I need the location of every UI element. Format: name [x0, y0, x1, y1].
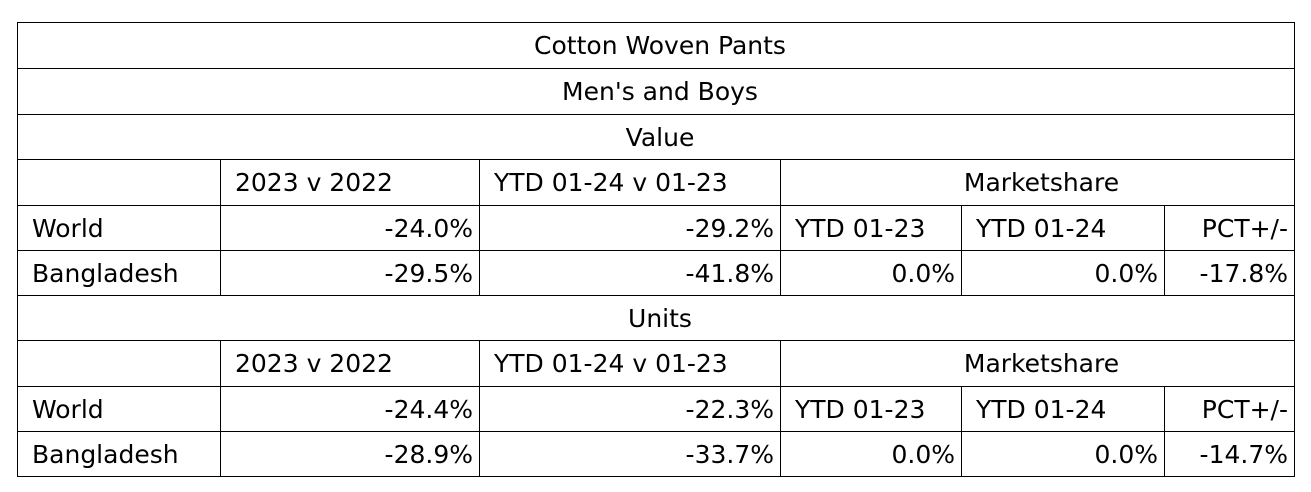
- table-row: World -24.4% -22.3% YTD 01-23 YTD 01-24 …: [17, 386, 1295, 432]
- cell-2023-v-2022: -28.9%: [220, 431, 480, 477]
- cell-marketshare-ytd-01-24: YTD 01-24: [961, 386, 1165, 432]
- cell-ytd-comparison: -29.2%: [479, 205, 781, 251]
- header-row: 2023 v 2022 YTD 01-24 v 01-23 Marketshar…: [17, 340, 1295, 387]
- cell-ytd-comparison: -22.3%: [479, 386, 781, 432]
- section-row-value: Value: [17, 114, 1295, 160]
- cell-marketshare-pct: PCT+/-: [1164, 205, 1295, 251]
- header-ytd-comparison: YTD 01-24 v 01-23: [479, 340, 781, 387]
- header-2023-v-2022: 2023 v 2022: [220, 159, 480, 206]
- cell-marketshare-ytd-01-24: YTD 01-24: [961, 205, 1165, 251]
- subtitle-row: Men's and Boys: [17, 68, 1295, 115]
- section-row-units: Units: [17, 295, 1295, 341]
- cell-2023-v-2022: -24.4%: [220, 386, 480, 432]
- cell-2023-v-2022: -29.5%: [220, 250, 480, 296]
- table-row: Bangladesh -29.5% -41.8% 0.0% 0.0% -17.8…: [17, 250, 1295, 296]
- header-2023-v-2022: 2023 v 2022: [220, 340, 480, 387]
- table-row: Bangladesh -28.9% -33.7% 0.0% 0.0% -14.7…: [17, 431, 1295, 477]
- row-label: Bangladesh: [17, 250, 221, 296]
- cell-marketshare-ytd-01-23: 0.0%: [780, 431, 962, 477]
- row-label: World: [17, 205, 221, 251]
- cell-marketshare-ytd-01-24: 0.0%: [961, 431, 1165, 477]
- cell-marketshare-ytd-01-24: 0.0%: [961, 250, 1165, 296]
- cell-marketshare-pct: PCT+/-: [1164, 386, 1295, 432]
- header-marketshare: Marketshare: [780, 159, 1295, 206]
- header-marketshare: Marketshare: [780, 340, 1295, 387]
- header-ytd-comparison: YTD 01-24 v 01-23: [479, 159, 781, 206]
- row-label: Bangladesh: [17, 431, 221, 477]
- cell-ytd-comparison: -41.8%: [479, 250, 781, 296]
- cell-marketshare-ytd-01-23: YTD 01-23: [780, 386, 962, 432]
- title-row: Cotton Woven Pants: [17, 22, 1295, 69]
- cell-marketshare-ytd-01-23: YTD 01-23: [780, 205, 962, 251]
- data-table: Cotton Woven Pants Men's and Boys Value …: [17, 22, 1295, 477]
- table-title: Cotton Woven Pants: [17, 22, 1295, 69]
- section-label: Value: [17, 114, 1295, 160]
- header-row: 2023 v 2022 YTD 01-24 v 01-23 Marketshar…: [17, 159, 1295, 206]
- header-blank-cell: [17, 340, 221, 387]
- section-label: Units: [17, 295, 1295, 341]
- table-subtitle: Men's and Boys: [17, 68, 1295, 115]
- cell-marketshare-pct: -17.8%: [1164, 250, 1295, 296]
- cell-ytd-comparison: -33.7%: [479, 431, 781, 477]
- row-label: World: [17, 386, 221, 432]
- cell-marketshare-ytd-01-23: 0.0%: [780, 250, 962, 296]
- cell-2023-v-2022: -24.0%: [220, 205, 480, 251]
- table-row: World -24.0% -29.2% YTD 01-23 YTD 01-24 …: [17, 205, 1295, 251]
- cell-marketshare-pct: -14.7%: [1164, 431, 1295, 477]
- header-blank-cell: [17, 159, 221, 206]
